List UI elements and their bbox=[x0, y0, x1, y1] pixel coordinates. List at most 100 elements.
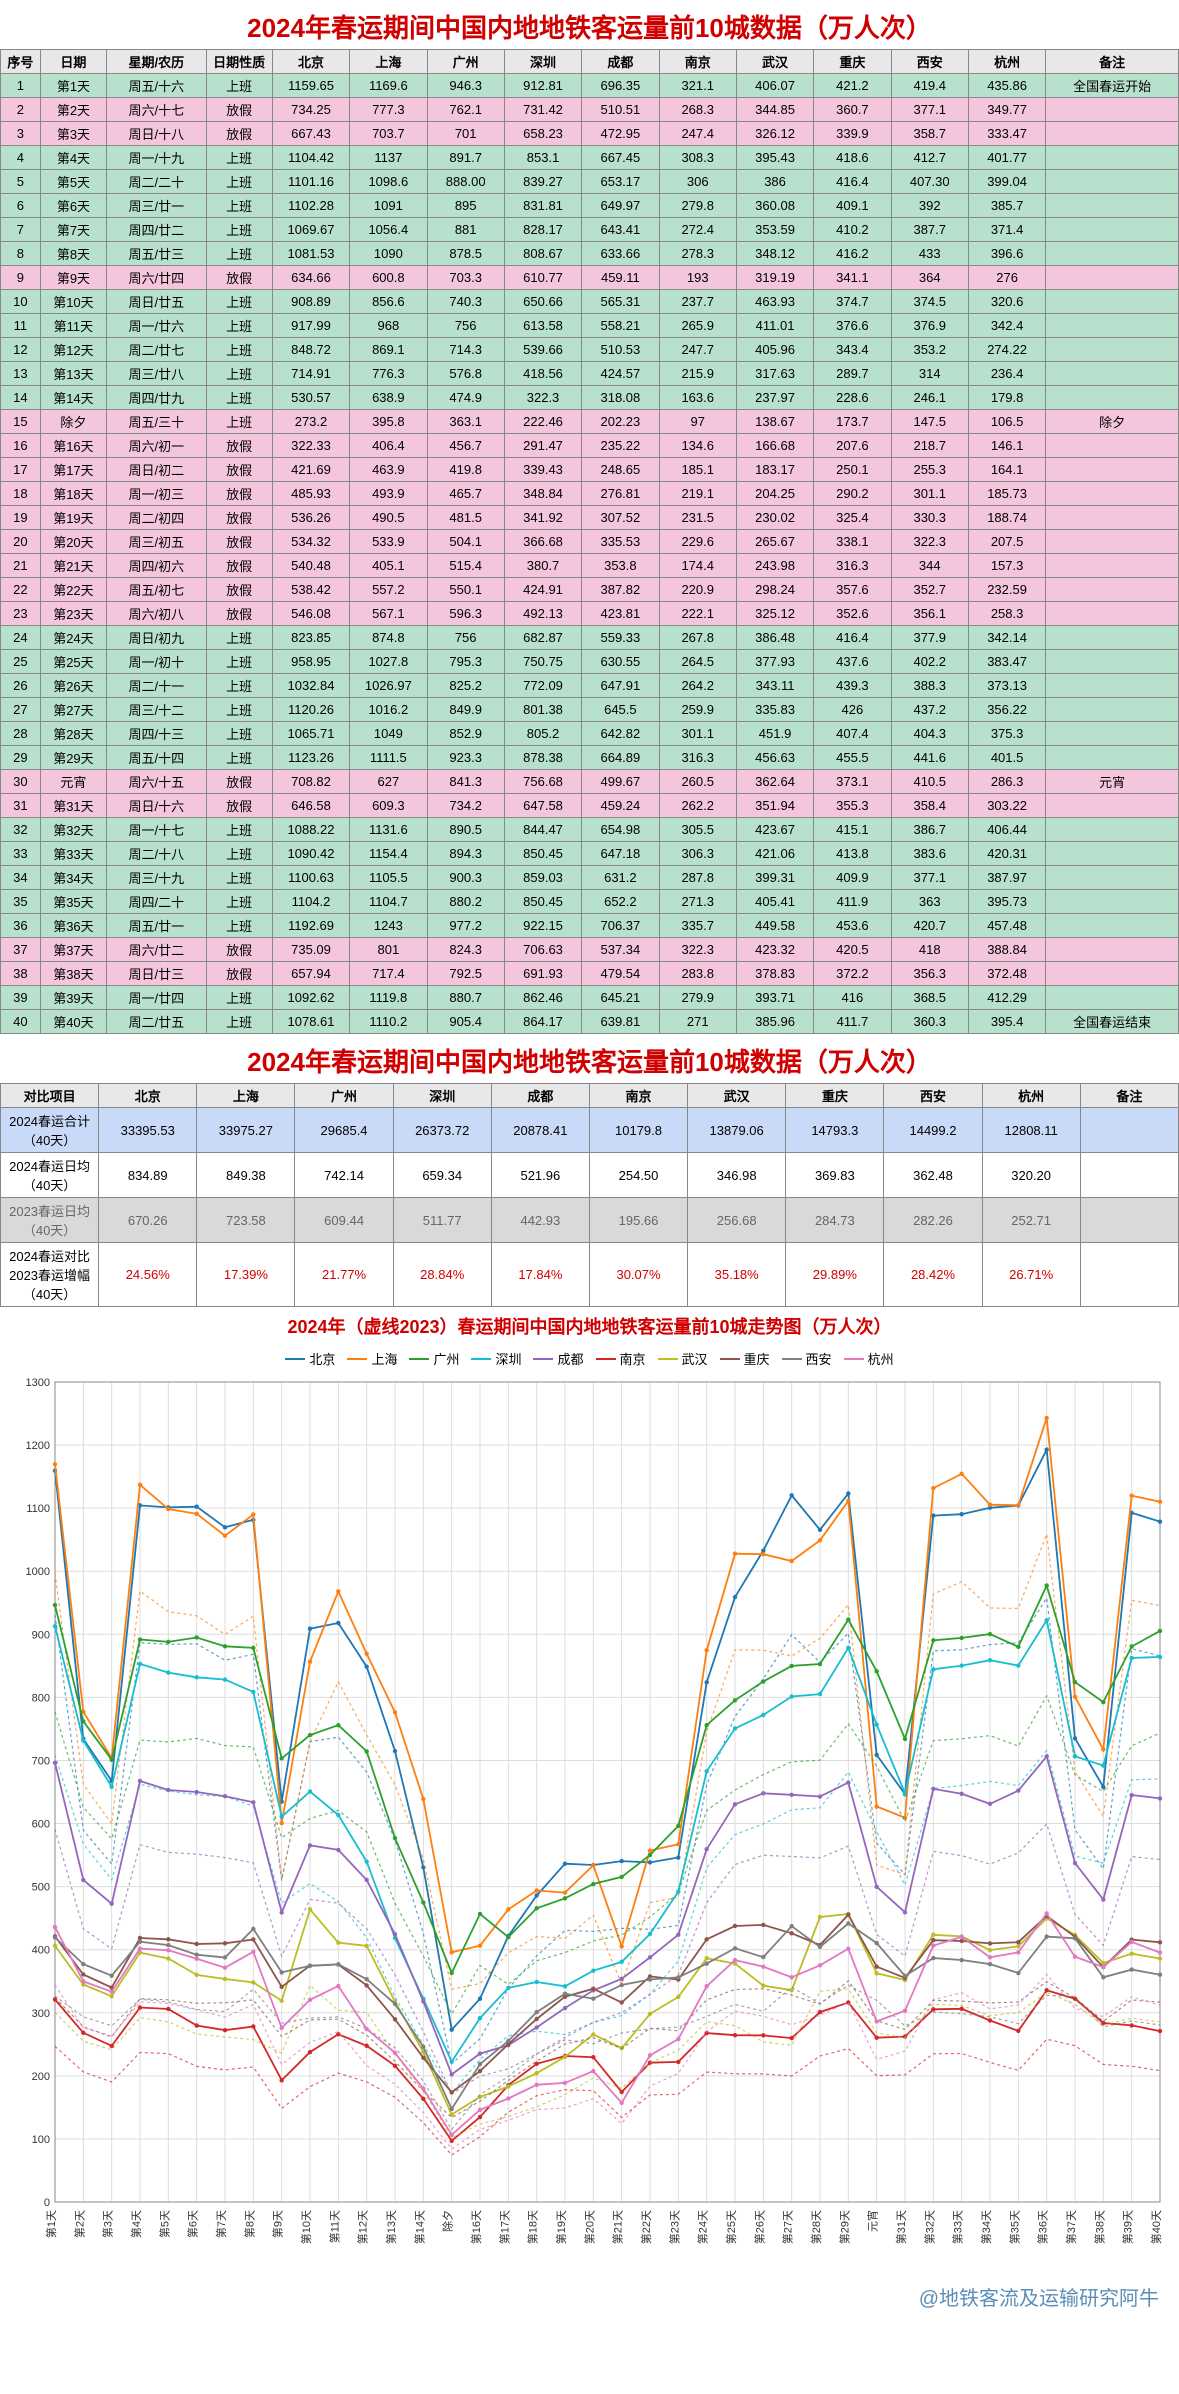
summary-col-header: 南京 bbox=[589, 1084, 687, 1108]
table-row: 3第3天周日/十八放假667.43703.7701658.23472.95247… bbox=[1, 122, 1179, 146]
table-row: 5第5天周二/二十上班1101.161098.6888.00839.27653.… bbox=[1, 170, 1179, 194]
svg-text:第18天: 第18天 bbox=[525, 2210, 539, 2244]
summary-col-header: 杭州 bbox=[982, 1084, 1080, 1108]
summary-col-header: 西安 bbox=[884, 1084, 982, 1108]
svg-text:第36天: 第36天 bbox=[1035, 2210, 1049, 2244]
table-row: 10第10天周日/廿五上班908.89856.6740.3650.66565.3… bbox=[1, 290, 1179, 314]
svg-text:第24天: 第24天 bbox=[695, 2210, 709, 2244]
legend-item: 西安 bbox=[782, 1349, 832, 1368]
summary-col-header: 深圳 bbox=[393, 1084, 491, 1108]
svg-text:第34天: 第34天 bbox=[979, 2210, 993, 2244]
svg-text:第39天: 第39天 bbox=[1120, 2210, 1134, 2244]
table-row: 19第19天周二/初四放假536.26490.5481.5341.92307.5… bbox=[1, 506, 1179, 530]
svg-text:第27天: 第27天 bbox=[780, 2210, 794, 2244]
summary-header-row: 对比项目北京上海广州深圳成都南京武汉重庆西安杭州备注 bbox=[1, 1084, 1179, 1108]
svg-text:第28天: 第28天 bbox=[809, 2210, 823, 2244]
svg-text:700: 700 bbox=[31, 1755, 49, 1767]
table-row: 15除夕周五/三十上班273.2395.8363.1222.46202.2397… bbox=[1, 410, 1179, 434]
legend-item: 南京 bbox=[596, 1349, 646, 1368]
table-header-row: 序号日期星期/农历日期性质北京上海广州深圳成都南京武汉重庆西安杭州备注 bbox=[1, 50, 1179, 74]
table-row: 31第31天周日/十六放假646.58609.3734.2647.58459.2… bbox=[1, 794, 1179, 818]
svg-text:第35天: 第35天 bbox=[1007, 2210, 1021, 2244]
svg-text:第9天: 第9天 bbox=[270, 2210, 284, 2238]
svg-text:第11天: 第11天 bbox=[327, 2210, 341, 2243]
summary-col-header: 成都 bbox=[491, 1084, 589, 1108]
table-row: 34第34天周三/十九上班1100.631105.5900.3859.03631… bbox=[1, 866, 1179, 890]
table-row: 21第21天周四/初六放假540.48405.1515.4380.7353.81… bbox=[1, 554, 1179, 578]
col-header: 杭州 bbox=[968, 50, 1045, 74]
col-header: 广州 bbox=[427, 50, 504, 74]
summary-col-header: 武汉 bbox=[688, 1084, 786, 1108]
legend-item: 成都 bbox=[533, 1349, 583, 1368]
legend-item: 深圳 bbox=[471, 1349, 521, 1368]
legend-swatch bbox=[471, 1358, 491, 1360]
svg-text:第5天: 第5天 bbox=[157, 2210, 171, 2238]
legend-swatch bbox=[347, 1358, 367, 1360]
svg-text:第13天: 第13天 bbox=[384, 2210, 398, 2244]
col-header: 武汉 bbox=[736, 50, 813, 74]
table-row: 37第37天周六/廿二放假735.09801824.3706.63537.343… bbox=[1, 938, 1179, 962]
table-row: 6第6天周三/廿一上班1102.281091895831.81649.97279… bbox=[1, 194, 1179, 218]
legend-swatch bbox=[596, 1358, 616, 1360]
table-row: 16第16天周六/初一放假322.33406.4456.7291.47235.2… bbox=[1, 434, 1179, 458]
main-title-1: 2024年春运期间中国内地地铁客运量前10城数据（万人次） bbox=[0, 0, 1179, 49]
legend-swatch bbox=[658, 1358, 678, 1360]
table-row: 35第35天周四/二十上班1104.21104.7880.2850.45652.… bbox=[1, 890, 1179, 914]
legend-swatch bbox=[533, 1358, 553, 1360]
table-row: 24第24天周日/初九上班823.85874.8756682.87559.332… bbox=[1, 626, 1179, 650]
table-row: 33第33天周二/十八上班1090.421154.4894.3850.45647… bbox=[1, 842, 1179, 866]
table-row: 12第12天周二/廿七上班848.72869.1714.3539.66510.5… bbox=[1, 338, 1179, 362]
table-row: 40第40天周二/廿五上班1078.611110.2905.4864.17639… bbox=[1, 1010, 1179, 1034]
svg-text:第1天: 第1天 bbox=[44, 2210, 58, 2238]
table-row: 2第2天周六/十七放假734.25777.3762.1731.42510.512… bbox=[1, 98, 1179, 122]
summary-col-header: 重庆 bbox=[786, 1084, 884, 1108]
attribution-footer: @地铁客流及运输研究阿牛 bbox=[0, 2272, 1179, 2321]
legend-item: 武汉 bbox=[658, 1349, 708, 1368]
summary-row: 2024春运对比2023春运增幅（40天）24.56%17.39%21.77%2… bbox=[1, 1243, 1179, 1307]
svg-text:第23天: 第23天 bbox=[667, 2210, 681, 2244]
svg-text:0: 0 bbox=[43, 2197, 49, 2209]
svg-text:第17天: 第17天 bbox=[497, 2210, 511, 2244]
svg-text:第32天: 第32天 bbox=[922, 2210, 936, 2244]
table-row: 23第23天周六/初八放假546.08567.1596.3492.13423.8… bbox=[1, 602, 1179, 626]
summary-row: 2023春运日均（40天）670.26723.58609.44511.77442… bbox=[1, 1198, 1179, 1243]
summary-col-header: 北京 bbox=[99, 1084, 197, 1108]
svg-text:第22天: 第22天 bbox=[639, 2210, 653, 2244]
daily-table: 序号日期星期/农历日期性质北京上海广州深圳成都南京武汉重庆西安杭州备注 1第1天… bbox=[0, 49, 1179, 1034]
svg-text:第19天: 第19天 bbox=[554, 2210, 568, 2244]
table-row: 25第25天周一/初十上班958.951027.8795.3750.75630.… bbox=[1, 650, 1179, 674]
col-header: 备注 bbox=[1046, 50, 1179, 74]
legend-swatch bbox=[285, 1358, 305, 1360]
summary-col-header: 上海 bbox=[197, 1084, 295, 1108]
summary-col-header: 备注 bbox=[1080, 1084, 1178, 1108]
main-title-2: 2024年春运期间中国内地地铁客运量前10城数据（万人次） bbox=[0, 1034, 1179, 1083]
svg-text:600: 600 bbox=[31, 1819, 49, 1831]
table-row: 27第27天周三/十二上班1120.261016.2849.9801.38645… bbox=[1, 698, 1179, 722]
svg-text:第38天: 第38天 bbox=[1092, 2210, 1106, 2244]
legend-item: 重庆 bbox=[720, 1349, 770, 1368]
svg-text:300: 300 bbox=[31, 2008, 49, 2020]
svg-text:200: 200 bbox=[31, 2071, 49, 2083]
svg-text:1100: 1100 bbox=[26, 1503, 50, 1515]
svg-text:第16天: 第16天 bbox=[469, 2210, 483, 2244]
col-header: 西安 bbox=[891, 50, 968, 74]
svg-text:第3天: 第3天 bbox=[100, 2210, 114, 2238]
col-header: 日期性质 bbox=[206, 50, 272, 74]
legend-swatch bbox=[782, 1358, 802, 1360]
col-header: 日期 bbox=[40, 50, 106, 74]
svg-text:第7天: 第7天 bbox=[214, 2210, 228, 2238]
svg-text:1000: 1000 bbox=[25, 1566, 49, 1578]
summary-row: 2024春运日均（40天）834.89849.38742.14659.34521… bbox=[1, 1153, 1179, 1198]
svg-text:第20天: 第20天 bbox=[582, 2210, 596, 2244]
table-row: 29第29天周五/十四上班1123.261111.5923.3878.38664… bbox=[1, 746, 1179, 770]
svg-text:第21天: 第21天 bbox=[610, 2210, 624, 2244]
summary-col-header: 对比项目 bbox=[1, 1084, 99, 1108]
legend-item: 杭州 bbox=[844, 1349, 894, 1368]
svg-text:除夕: 除夕 bbox=[440, 2210, 454, 2232]
col-header: 重庆 bbox=[814, 50, 891, 74]
col-header: 南京 bbox=[659, 50, 736, 74]
table-row: 39第39天周一/廿四上班1092.621119.8880.7862.46645… bbox=[1, 986, 1179, 1010]
table-row: 32第32天周一/十七上班1088.221131.6890.5844.47654… bbox=[1, 818, 1179, 842]
table-row: 30元宵周六/十五放假708.82627841.3756.68499.67260… bbox=[1, 770, 1179, 794]
legend-swatch bbox=[409, 1358, 429, 1360]
